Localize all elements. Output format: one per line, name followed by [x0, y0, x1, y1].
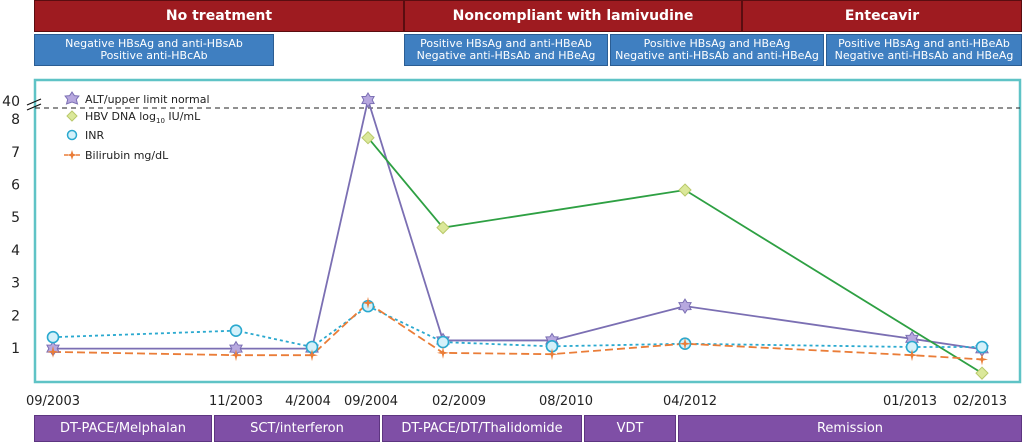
treatment-label: VDT: [616, 421, 644, 436]
serology-line: Negative anti-HBsAb and anti-HBeAg: [615, 49, 819, 62]
chart-legend: ALT/upper limit normal HBV DNA log10 IU/…: [64, 91, 210, 162]
data-point-inr: [46, 330, 60, 344]
legend-label-bili: Bilirubin mg/dL: [85, 149, 169, 162]
x-tick-label: 04/2012: [663, 394, 717, 409]
data-point-bili: [546, 348, 558, 361]
data-point-hbv: [436, 220, 450, 235]
series-line-bili: [52, 301, 983, 361]
series-line-inr: [52, 305, 982, 348]
data-point-bili: [679, 337, 691, 350]
y-tick-label: 4: [11, 243, 20, 259]
x-tick-label: 01/2013: [883, 394, 937, 409]
serology-band-4: Positive HBsAg and anti-HBeAb Negative a…: [826, 34, 1022, 66]
x-tick-label: 09/2004: [344, 394, 398, 409]
y-tick-label: 40: [2, 94, 20, 110]
data-point-bili: [906, 349, 918, 362]
serology-line: Positive HBsAg and anti-HBeAb: [838, 37, 1010, 50]
serology-band-3: Positive HBsAg and HBeAg Negative anti-H…: [610, 34, 824, 66]
legend-label-inr: INR: [85, 129, 104, 142]
x-tick-label: 08/2010: [539, 394, 593, 409]
phase-band-no-treatment: No treatment: [34, 0, 404, 32]
legend-swatch-hbv: [66, 110, 78, 122]
data-point-alt: [361, 92, 375, 108]
data-point-inr: [975, 340, 989, 354]
y-tick-label: 3: [11, 276, 20, 292]
y-tick-label: 1: [11, 341, 20, 357]
serology-line: Negative anti-HBsAb and HBeAg: [416, 49, 596, 62]
x-tick-label: 4/2004: [285, 394, 331, 409]
serology-line: Positive HBsAg and HBeAg: [643, 37, 791, 50]
serology-band-1: Negative HBsAg and anti-HBsAb Positive a…: [34, 34, 274, 66]
data-point-inr: [229, 324, 243, 337]
y-tick-label: 2: [11, 308, 20, 324]
x-tick-label: 02/2013: [953, 394, 1007, 409]
treatment-band-vdt: VDT: [584, 415, 676, 442]
series-line-hbv: [367, 137, 983, 374]
plot-frame: [33, 78, 1022, 384]
serology-line: Positive anti-HBcAb: [100, 49, 208, 62]
data-point-inr: [436, 335, 450, 349]
treatment-label: DT-PACE/Melphalan: [60, 421, 186, 436]
legend-label-alt: ALT/upper limit normal: [85, 93, 210, 106]
y-tick-label: 5: [11, 210, 20, 226]
data-point-bili: [437, 346, 449, 359]
x-tick-label: 02/2009: [432, 394, 486, 409]
data-point-hbv: [975, 366, 989, 380]
data-point-hbv: [678, 183, 692, 197]
data-point-alt: [678, 298, 692, 315]
y-tick-label: 6: [11, 178, 20, 194]
serology-line: Negative anti-HBsAb and HBeAg: [834, 49, 1014, 62]
treatment-band-dtpace-thalidomide: DT-PACE/DT/Thalidomide: [382, 415, 582, 442]
y-tick-label: 8: [11, 112, 20, 128]
data-point-hbv: [361, 131, 375, 145]
phase-label: Entecavir: [844, 8, 920, 24]
serology-line: Positive HBsAg and anti-HBeAb: [420, 37, 592, 50]
phase-band-entecavir: Entecavir: [742, 0, 1022, 32]
series-line-alt: [53, 96, 983, 351]
data-point-bili: [306, 349, 318, 362]
treatment-band-remission: Remission: [678, 415, 1022, 442]
axis-break-mark: [26, 98, 42, 111]
legend-label-hbv: HBV DNA log10 IU/mL: [85, 110, 201, 125]
legend-swatch-bili: [67, 150, 77, 160]
x-tick-label: 09/2003: [26, 394, 80, 409]
treatment-label: DT-PACE/DT/Thalidomide: [401, 421, 563, 436]
treatment-band-sct-interferon: SCT/interferon: [214, 415, 380, 442]
data-point-bili: [362, 296, 374, 309]
phase-label: No treatment: [165, 8, 273, 24]
phase-label: Noncompliant with lamivudine: [452, 8, 694, 24]
data-point-bili: [230, 349, 242, 362]
data-point-bili: [976, 353, 988, 366]
serology-line: Negative HBsAg and anti-HBsAb: [65, 37, 243, 50]
legend-swatch-alt: [64, 91, 80, 105]
treatment-label: Remission: [816, 421, 884, 436]
treatment-band-dtpace-melphalan: DT-PACE/Melphalan: [34, 415, 212, 442]
treatment-label: SCT/interferon: [250, 421, 344, 436]
legend-swatch-inr: [66, 129, 78, 141]
phase-band-lamivudine: Noncompliant with lamivudine: [404, 0, 742, 32]
data-point-bili: [47, 345, 59, 358]
serology-band-2: Positive HBsAg and anti-HBeAb Negative a…: [404, 34, 608, 66]
x-tick-label: 11/2003: [209, 394, 263, 409]
y-tick-label: 7: [11, 145, 20, 161]
